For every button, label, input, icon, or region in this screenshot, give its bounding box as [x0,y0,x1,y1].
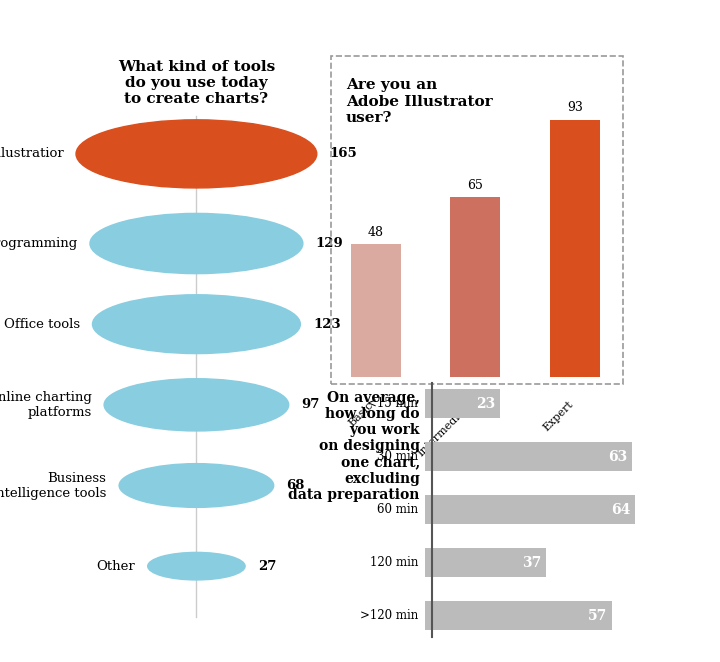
Circle shape [90,213,303,273]
Bar [450,197,500,377]
Text: >120 min: >120 min [360,609,418,622]
Bar [425,442,632,471]
Text: Programming: Programming [0,237,77,250]
Circle shape [104,379,289,431]
Text: 97: 97 [302,399,320,411]
Text: 60 min: 60 min [377,503,418,516]
Text: What kind of tools
do you use today
to create charts?: What kind of tools do you use today to c… [118,60,275,106]
Text: 68: 68 [287,479,305,492]
Text: 64: 64 [611,502,630,517]
Text: Basic: Basic [347,399,376,428]
Text: 37: 37 [522,555,541,570]
Text: 129: 129 [315,237,343,250]
Bar [550,120,600,377]
Text: 57: 57 [588,608,607,623]
Text: Office tools: Office tools [4,318,80,331]
Text: 165: 165 [330,148,357,160]
Text: 27: 27 [258,559,276,573]
Circle shape [119,463,274,507]
Text: <15 min: <15 min [367,397,418,410]
Text: Other: Other [96,559,135,573]
Text: 120 min: 120 min [370,556,418,569]
Text: Business
intelligence tools: Business intelligence tools [0,471,107,500]
Text: 48: 48 [368,226,384,239]
Text: Expert: Expert [541,399,575,434]
Circle shape [148,552,245,580]
Text: 63: 63 [608,449,627,464]
Text: On average,
how long do
you work
on designing
one chart,
excluding
data preparat: On average, how long do you work on desi… [289,391,420,502]
Bar [425,495,635,524]
Bar [425,389,500,418]
Bar [425,601,612,630]
Text: Online charting
platforms: Online charting platforms [0,391,91,419]
Bar [351,244,400,377]
Text: Adobe Illustratior: Adobe Illustratior [0,148,63,160]
Text: 23: 23 [476,397,495,411]
Text: 65: 65 [467,179,483,192]
Circle shape [76,120,317,188]
Text: 93: 93 [567,101,582,115]
Text: 123: 123 [313,318,341,331]
Bar [425,548,546,577]
Text: Are you an
Adobe Illustrator
user?: Are you an Adobe Illustrator user? [346,78,492,124]
Text: 30 min: 30 min [377,450,418,463]
Circle shape [92,295,300,354]
Text: Intermediate: Intermediate [416,399,475,459]
